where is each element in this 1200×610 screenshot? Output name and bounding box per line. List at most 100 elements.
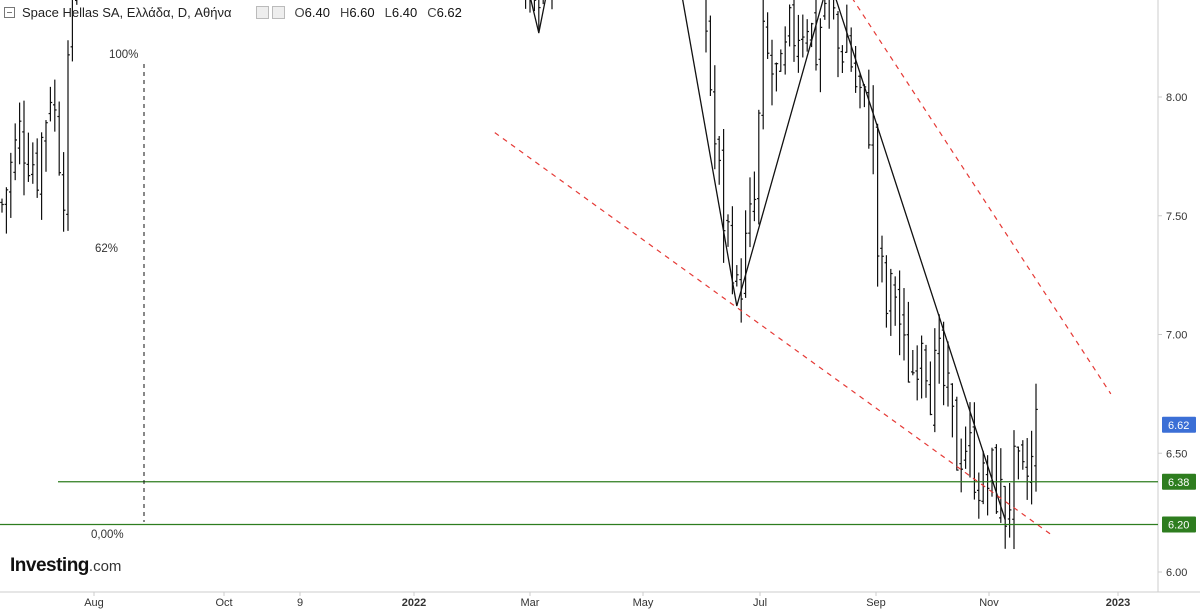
- ohlc-bar[interactable]: [911, 349, 915, 376]
- ohlc-bar[interactable]: [22, 100, 26, 196]
- ohlc-bar[interactable]: [550, 0, 554, 10]
- ohlc-bar[interactable]: [1029, 430, 1034, 505]
- ohlc-bar[interactable]: [757, 109, 761, 225]
- ohlc-bar[interactable]: [818, 18, 823, 93]
- ohlc-bar[interactable]: [75, 0, 79, 5]
- ohlc-bar[interactable]: [761, 0, 765, 130]
- ohlc-bar[interactable]: [801, 14, 805, 58]
- ohlc-bar[interactable]: [787, 4, 792, 47]
- ohlc-bar[interactable]: [827, 0, 831, 29]
- ohlc-bar[interactable]: [955, 396, 959, 471]
- ohlc-bar[interactable]: [990, 447, 994, 497]
- ohlc-bar[interactable]: [1034, 383, 1038, 492]
- visibility-icon[interactable]: [271, 5, 285, 19]
- ohlc-bar[interactable]: [792, 0, 796, 62]
- ohlc-bar[interactable]: [704, 0, 708, 53]
- ohlc-bar[interactable]: [9, 152, 13, 218]
- ohlc-bar[interactable]: [959, 438, 963, 493]
- ohlc-bar[interactable]: [1025, 438, 1029, 500]
- ohlc-bar[interactable]: [779, 49, 783, 72]
- ohlc-bar[interactable]: [858, 73, 862, 109]
- ohlc-bar[interactable]: [0, 198, 4, 213]
- ohlc-bar[interactable]: [70, 0, 75, 62]
- ohlc-bar[interactable]: [783, 26, 787, 75]
- ohlc-bar[interactable]: [981, 450, 985, 505]
- ohlc-bar[interactable]: [57, 101, 61, 176]
- ohlc-bar[interactable]: [48, 86, 53, 122]
- ohlc-bar[interactable]: [937, 314, 941, 384]
- ohlc-bar[interactable]: [977, 472, 981, 519]
- ohlc-bar[interactable]: [893, 276, 897, 326]
- ohlc-bar[interactable]: [796, 14, 801, 73]
- ohlc-bar[interactable]: [13, 123, 17, 181]
- ohlc-bar[interactable]: [537, 0, 541, 34]
- ohlc-bar[interactable]: [972, 402, 977, 500]
- ohlc-bar[interactable]: [950, 383, 955, 438]
- ohlc-bar[interactable]: [968, 402, 972, 478]
- ohlc-bar[interactable]: [924, 344, 928, 398]
- ohlc-bar[interactable]: [748, 177, 752, 248]
- ohlc-bar[interactable]: [752, 171, 757, 222]
- ohlc-bar[interactable]: [880, 235, 884, 283]
- ohlc-bar[interactable]: [906, 301, 911, 383]
- ohlc-bar[interactable]: [31, 142, 35, 184]
- ohlc-bar[interactable]: [853, 45, 858, 93]
- ohlc-bar[interactable]: [814, 0, 818, 71]
- ohlc-bar[interactable]: [884, 255, 889, 328]
- ohlc-bar[interactable]: [928, 361, 933, 416]
- ohlc-bar[interactable]: [708, 15, 713, 97]
- ohlc-bar[interactable]: [743, 210, 748, 298]
- ohlc-bar[interactable]: [840, 45, 845, 73]
- ohlc-bar[interactable]: [44, 120, 48, 172]
- ohlc-bar[interactable]: [717, 136, 721, 185]
- trend-line[interactable]: [494, 132, 1054, 537]
- ohlc-bar[interactable]: [61, 152, 66, 232]
- zigzag-line[interactable]: [138, 0, 1006, 520]
- ohlc-bar[interactable]: [849, 27, 853, 72]
- trend-line[interactable]: [578, 0, 1112, 395]
- ohlc-bar[interactable]: [765, 12, 770, 59]
- ohlc-bar[interactable]: [1016, 446, 1021, 480]
- ohlc-bar[interactable]: [770, 39, 774, 106]
- ohlc-bar[interactable]: [17, 102, 22, 165]
- ohlc-bar[interactable]: [867, 69, 871, 149]
- settings-icon[interactable]: [255, 5, 269, 19]
- ohlc-bar[interactable]: [39, 132, 44, 220]
- ohlc-bar[interactable]: [946, 341, 950, 407]
- ohlc-bar[interactable]: [897, 270, 902, 356]
- price-tag-label: 6.62: [1168, 420, 1189, 432]
- ohlc-bar[interactable]: [726, 214, 730, 247]
- ohlc-bar[interactable]: [4, 187, 9, 234]
- ohlc-bar[interactable]: [999, 448, 1003, 523]
- ohlc-bar[interactable]: [53, 79, 57, 132]
- ohlc-bar[interactable]: [26, 132, 31, 182]
- ohlc-bar[interactable]: [721, 129, 726, 263]
- ohlc-bar[interactable]: [735, 265, 739, 287]
- ohlc-bar[interactable]: [1021, 440, 1025, 470]
- ohlc-bar[interactable]: [994, 444, 999, 514]
- ohlc-bar[interactable]: [832, 0, 836, 20]
- ohlc-bar[interactable]: [1007, 482, 1012, 538]
- ohlc-bar[interactable]: [1003, 485, 1007, 549]
- ohlc-bar[interactable]: [875, 123, 880, 287]
- ohlc-bar[interactable]: [66, 40, 70, 231]
- ohlc-bar[interactable]: [963, 426, 968, 469]
- ohlc-bar[interactable]: [915, 345, 919, 401]
- ohlc-bar[interactable]: [889, 268, 893, 336]
- ohlc-bar[interactable]: [902, 288, 906, 361]
- ohlc-bar[interactable]: [871, 85, 875, 175]
- ohlc-bar[interactable]: [524, 0, 528, 9]
- ohlc-bar[interactable]: [1012, 430, 1016, 550]
- ohlc-bar[interactable]: [35, 138, 39, 198]
- ohlc-bar[interactable]: [713, 65, 717, 170]
- ohlc-bar[interactable]: [533, 0, 537, 12]
- ohlc-bar[interactable]: [774, 62, 779, 92]
- ohlc-bar[interactable]: [836, 11, 840, 78]
- ohlc-bar[interactable]: [823, 0, 827, 20]
- collapse-icon[interactable]: [4, 6, 15, 18]
- ohlc-bar[interactable]: [919, 335, 924, 399]
- logo-suffix: .com: [88, 558, 122, 575]
- ohlc-bar[interactable]: [933, 328, 937, 433]
- ohlc-bar[interactable]: [805, 19, 809, 52]
